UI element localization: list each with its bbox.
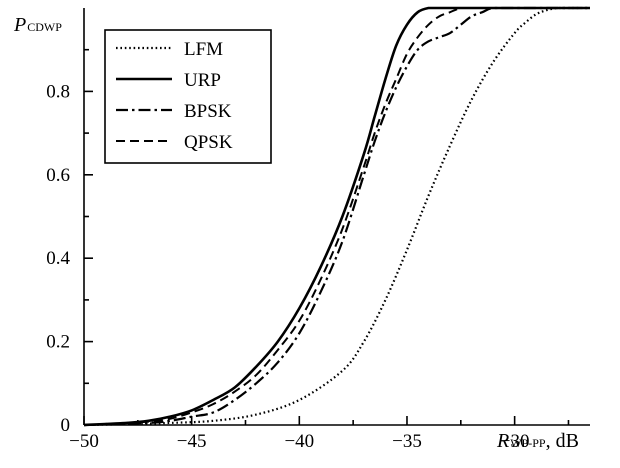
legend-label-urp: URP xyxy=(184,70,221,91)
svg-text:RWP-PP, dB: RWP-PP, dB xyxy=(496,430,579,452)
y-tick-label: 0 xyxy=(61,415,71,436)
series-line-urp xyxy=(83,6,590,427)
legend-label-bpsk: BPSK xyxy=(184,101,232,122)
axes: −50 −45 −40 −35 −30 0 0.2 0.4 0.6 0.8 xyxy=(46,8,590,452)
y-tick-label: 0.4 xyxy=(46,248,70,269)
legend: LFM URP BPSK QPSK xyxy=(104,29,272,164)
y-tick-label: 0.8 xyxy=(46,81,70,102)
x-axis-title-main: R xyxy=(496,430,509,452)
y-tick-label: 0.2 xyxy=(46,332,70,353)
legend-label-lfm: LFM xyxy=(184,39,223,60)
x-axis-title: RWP-PP, dB xyxy=(496,430,579,452)
y-tick-label: 0.6 xyxy=(46,165,70,186)
x-axis-title-sub: WP-PP xyxy=(510,436,546,450)
x-tick-label: −35 xyxy=(392,431,422,452)
x-tick-label: −30 xyxy=(500,431,530,452)
y-axis-title-sub: CDWP xyxy=(27,20,62,34)
y-axis-title-main: P xyxy=(13,14,26,36)
series-line-lfm xyxy=(83,6,590,427)
x-tick-label: −40 xyxy=(284,431,314,452)
x-tick-label: −50 xyxy=(69,431,99,452)
x-tick-label: −45 xyxy=(177,431,207,452)
y-axis-title: PCDWP xyxy=(13,14,62,36)
series-layer xyxy=(83,6,590,427)
legend-label-qpsk: QPSK xyxy=(184,132,233,153)
series-line-qpsk xyxy=(83,6,590,426)
x-axis-title-unit: , dB xyxy=(546,430,579,452)
series-line-bpsk xyxy=(83,6,590,427)
svg-text:PCDWP: PCDWP xyxy=(13,14,62,36)
